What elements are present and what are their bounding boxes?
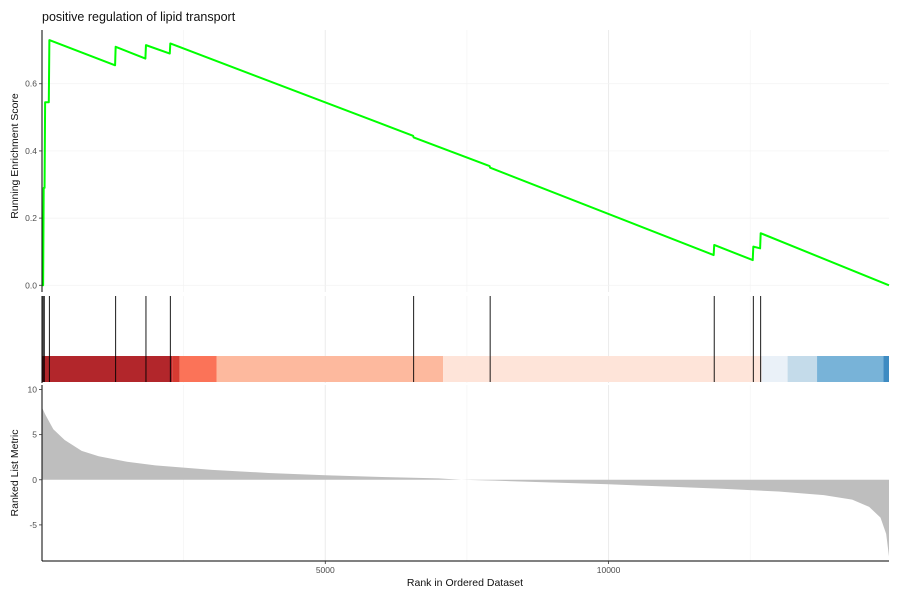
colorbar-segment	[787, 356, 818, 382]
axes	[41, 30, 889, 562]
y-tick-label: 0.0	[25, 280, 37, 290]
x-tick-label: 10000	[597, 565, 621, 575]
colorbar-segment	[42, 356, 173, 382]
ranked-metric-area	[42, 407, 889, 557]
metric-area-path	[42, 407, 889, 557]
colorbar-segment	[216, 356, 444, 382]
colorbar-segment	[817, 356, 884, 382]
score-y-ticks: 0.0 0.2 0.4 0.6	[25, 79, 42, 290]
y-tick-label: 5	[32, 430, 37, 440]
colorbar-segment	[172, 356, 180, 382]
x-ticks: 5000 10000	[316, 561, 621, 575]
metric-y-ticks: -5 0 5 10	[28, 385, 42, 530]
gene-hit-markers	[42, 296, 762, 382]
x-tick-label: 5000	[316, 565, 335, 575]
metric-axis-label: Ranked List Metric	[9, 430, 21, 517]
colorbar-segment	[883, 356, 889, 382]
running-score-line	[42, 39, 890, 287]
running-score-path	[42, 39, 890, 287]
colorbar-segment	[761, 356, 788, 382]
score-axis-label: Running Enrichment Score	[9, 93, 21, 219]
x-axis-label: Rank in Ordered Dataset	[407, 577, 523, 589]
metric-panel-grid	[183, 385, 751, 561]
y-tick-label: 0.2	[25, 213, 37, 223]
score-panel-grid	[42, 30, 889, 292]
colorbar-segment	[179, 356, 217, 382]
y-tick-label: -5	[29, 520, 37, 530]
y-tick-label: 0.4	[25, 146, 37, 156]
chart-title: positive regulation of lipid transport	[42, 10, 236, 24]
y-tick-label: 10	[28, 385, 38, 395]
y-tick-label: 0	[32, 475, 37, 485]
y-tick-label: 0.6	[25, 79, 37, 89]
colorbar-segment	[443, 356, 762, 382]
rank-colorbar	[42, 356, 889, 382]
